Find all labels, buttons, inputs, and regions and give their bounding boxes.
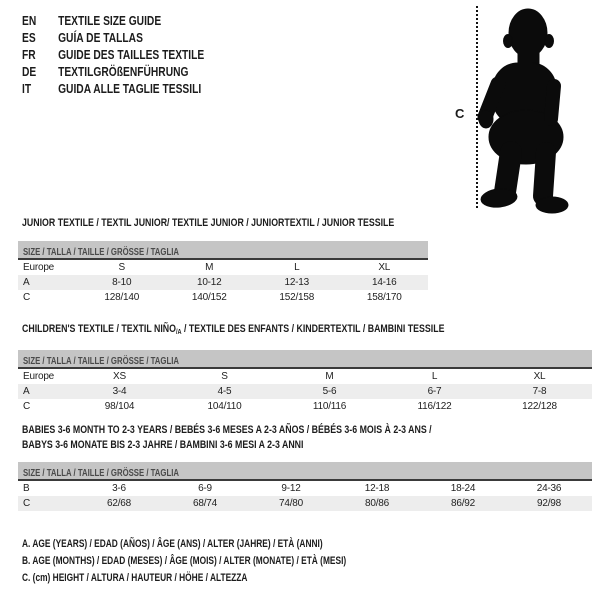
table-row: Europe S M L XL xyxy=(18,260,428,275)
table-cell: Europe xyxy=(23,262,55,273)
table-row: Europe XS S M L XL xyxy=(18,369,592,384)
table-row: C 62/68 68/74 74/80 80/86 86/92 92/98 xyxy=(18,496,592,511)
guide-title: GUIDE DES TAILLES TEXTILE xyxy=(58,48,205,62)
section-title-line1: BABIES 3-6 MONTH TO 2-3 YEARS / BEBÉS 3-… xyxy=(22,424,432,436)
guide-title: TEXTILGRÖßENFÜHRUNG xyxy=(58,65,189,79)
table-cell: B xyxy=(23,483,30,494)
table-cell: 68/74 xyxy=(192,498,218,509)
guide-title: TEXTILE SIZE GUIDE xyxy=(58,14,162,28)
table-cell: 80/86 xyxy=(364,498,390,509)
table-cell: 12-13 xyxy=(284,277,310,288)
size-header-label: SIZE / TALLA / TAILLE / GRÖSSE / TAGLIA xyxy=(23,246,179,258)
table-cell: 8-10 xyxy=(112,277,132,288)
section-babies-textile: BABIES 3-6 MONTH TO 2-3 YEARS / BEBÉS 3-… xyxy=(18,423,592,511)
table-cell: 4-5 xyxy=(217,386,232,397)
footnote-height: C. (cm) HEIGHT / ALTURA / HAUTEUR / HÖHE… xyxy=(22,571,248,584)
section-childrens-textile: CHILDREN'S TEXTILE / TEXTIL NIÑO/A / TEX… xyxy=(18,322,592,414)
babies-size-table: B 3-6 6-9 9-12 12-18 18-24 24-36 C 62/68 68/74 74/… xyxy=(18,481,592,511)
table-cell: M xyxy=(325,371,334,382)
language-row: IT GUIDA ALLE TAGLIE TESSILI xyxy=(22,81,204,98)
junior-size-table: Europe S M L XL A 8-10 10-12 12-13 14-16 C 128/140 1… xyxy=(18,260,428,305)
table-cell: XL xyxy=(533,371,546,382)
footnote-age-years: A. AGE (YEARS) / EDAD (AÑOS) / ÂGE (ANS)… xyxy=(22,538,323,550)
table-cell: C xyxy=(23,401,31,412)
table-cell: 110/116 xyxy=(312,401,347,412)
table-cell: 74/80 xyxy=(278,498,304,509)
table-cell: 6-9 xyxy=(198,483,212,494)
language-row: EN TEXTILE SIZE GUIDE xyxy=(22,13,204,30)
table-cell: C xyxy=(23,292,31,303)
table-cell: 9-12 xyxy=(281,483,301,494)
table-cell: 152/158 xyxy=(279,292,315,303)
language-row: ES GUÍA DE TALLAS xyxy=(22,30,204,47)
table-cell: 18-24 xyxy=(450,483,476,494)
section-title: JUNIOR TEXTILE / TEXTIL JUNIOR/ TEXTILE … xyxy=(22,217,395,229)
baby-silhouette-icon xyxy=(477,8,569,214)
size-header-bar: SIZE / TALLA / TAILLE / GRÖSSE / TAGLIA xyxy=(18,462,592,481)
size-header-label: SIZE / TALLA / TAILLE / GRÖSSE / TAGLIA xyxy=(23,467,179,479)
size-header-bar: SIZE / TALLA / TAILLE / GRÖSSE / TAGLIA xyxy=(18,241,428,260)
table-cell: A xyxy=(23,277,30,288)
language-code: ES xyxy=(22,31,36,45)
table-cell: 128/140 xyxy=(104,292,140,303)
table-cell: 86/92 xyxy=(450,498,476,509)
table-cell: 24-36 xyxy=(536,483,562,494)
section-junior-textile: JUNIOR TEXTILE / TEXTIL JUNIOR/ TEXTILE … xyxy=(18,216,428,305)
table-cell: A xyxy=(23,386,30,397)
table-row: B 3-6 6-9 9-12 12-18 18-24 24-36 xyxy=(18,481,592,496)
section-title-part: CHILDREN'S TEXTILE / TEXTIL NIÑO xyxy=(22,323,176,335)
table-cell: 3-6 xyxy=(112,483,126,494)
table-row: C 128/140 140/152 152/158 158/170 xyxy=(18,290,428,305)
table-row: A 8-10 10-12 12-13 14-16 xyxy=(18,275,428,290)
table-cell: 5-6 xyxy=(322,386,337,397)
size-header-label: SIZE / TALLA / TAILLE / GRÖSSE / TAGLIA xyxy=(23,355,179,367)
table-cell: C xyxy=(23,498,31,509)
section-title-line2: BABYS 3-6 MONATE BIS 2-3 JAHRE / BAMBINI… xyxy=(22,439,304,451)
table-cell: L xyxy=(294,262,300,273)
table-row: A 3-4 4-5 5-6 6-7 7-8 xyxy=(18,384,592,399)
table-cell: 10-12 xyxy=(196,277,222,288)
language-row: FR GUIDE DES TAILLES TEXTILE xyxy=(22,47,204,64)
table-cell: 116/122 xyxy=(417,401,452,412)
table-row: C 98/104 104/110 110/116 116/122 122/128 xyxy=(18,399,592,414)
table-cell: 158/170 xyxy=(366,292,402,303)
language-code: FR xyxy=(22,48,36,62)
table-cell: 122/128 xyxy=(522,401,557,412)
table-cell: S xyxy=(221,371,228,382)
table-cell: 14-16 xyxy=(371,277,397,288)
height-measure-label: C xyxy=(455,106,465,121)
language-title-list: EN TEXTILE SIZE GUIDE ES GUÍA DE TALLAS … xyxy=(22,13,244,98)
language-code: DE xyxy=(22,65,37,79)
children-size-table: Europe XS S M L XL A 3-4 4-5 5-6 6-7 7-8 C 98/104 104/… xyxy=(18,369,592,414)
table-cell: 104/110 xyxy=(207,401,242,412)
footnote-age-months: B. AGE (MONTHS) / EDAD (MESES) / ÂGE (MO… xyxy=(22,554,347,567)
table-cell: Europe xyxy=(23,371,55,382)
table-cell: 62/68 xyxy=(106,498,132,509)
table-cell: M xyxy=(205,262,214,273)
table-cell: 3-4 xyxy=(112,386,127,397)
table-cell: 98/104 xyxy=(104,401,135,412)
table-cell: 140/152 xyxy=(191,292,227,303)
table-cell: S xyxy=(118,262,126,273)
section-title-subscript: /A xyxy=(175,329,182,336)
table-cell: 6-7 xyxy=(427,386,442,397)
guide-title: GUÍA DE TALLAS xyxy=(58,31,143,45)
table-cell: L xyxy=(431,371,438,382)
table-cell: 92/98 xyxy=(536,498,562,509)
table-cell: XL xyxy=(378,262,391,273)
language-code: EN xyxy=(22,14,37,28)
table-cell: 12-18 xyxy=(364,483,390,494)
height-dotted-line xyxy=(476,6,478,208)
language-row: DE TEXTILGRÖßENFÜHRUNG xyxy=(22,64,204,81)
table-cell: 7-8 xyxy=(532,386,547,397)
size-header-bar: SIZE / TALLA / TAILLE / GRÖSSE / TAGLIA xyxy=(18,350,592,369)
footnotes: A. AGE (YEARS) / EDAD (AÑOS) / ÂGE (ANS)… xyxy=(22,536,449,586)
table-cell: XS xyxy=(113,371,126,382)
section-title-part: / TEXTILE DES ENFANTS / KINDERTEXTIL / B… xyxy=(181,323,445,335)
guide-title: GUIDA ALLE TAGLIE TESSILI xyxy=(58,82,202,96)
language-code: IT xyxy=(22,82,32,96)
section-title: CHILDREN'S TEXTILE / TEXTIL NIÑO/A / TEX… xyxy=(22,322,478,340)
